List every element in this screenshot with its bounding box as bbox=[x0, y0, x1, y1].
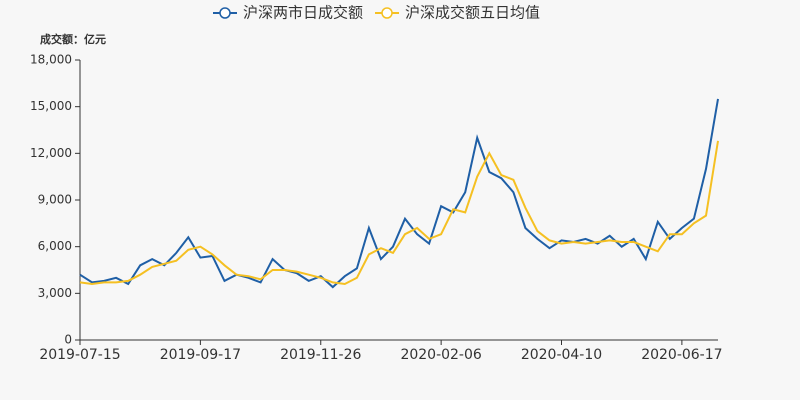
legend-marker bbox=[219, 7, 231, 19]
legend-label[interactable]: 沪深两市日成交额 bbox=[243, 4, 363, 22]
x-tick-label: 2019-09-17 bbox=[160, 347, 241, 363]
x-tick-label: 2019-11-26 bbox=[280, 347, 361, 363]
series-line bbox=[79, 140, 719, 286]
legend-marker bbox=[381, 7, 393, 19]
y-tick-label: 6,000 bbox=[38, 239, 72, 253]
y-tick-label: 12,000 bbox=[30, 146, 72, 160]
y-axis-label: 成交额：亿元 bbox=[40, 32, 106, 46]
x-tick-label: 2020-06-17 bbox=[641, 347, 722, 363]
x-tick-label: 2019-07-15 bbox=[39, 347, 120, 363]
y-tick-label: 18,000 bbox=[30, 53, 72, 67]
series-line bbox=[79, 98, 719, 289]
y-tick-label: 3,000 bbox=[38, 286, 72, 300]
x-tick-label: 2020-02-06 bbox=[400, 347, 481, 363]
y-tick-label: 0 bbox=[64, 333, 72, 347]
x-tick-label: 2020-04-10 bbox=[521, 347, 602, 363]
y-tick-label: 9,000 bbox=[38, 193, 72, 207]
legend-label[interactable]: 沪深成交额五日均值 bbox=[405, 4, 540, 22]
y-tick-label: 15,000 bbox=[30, 99, 72, 113]
